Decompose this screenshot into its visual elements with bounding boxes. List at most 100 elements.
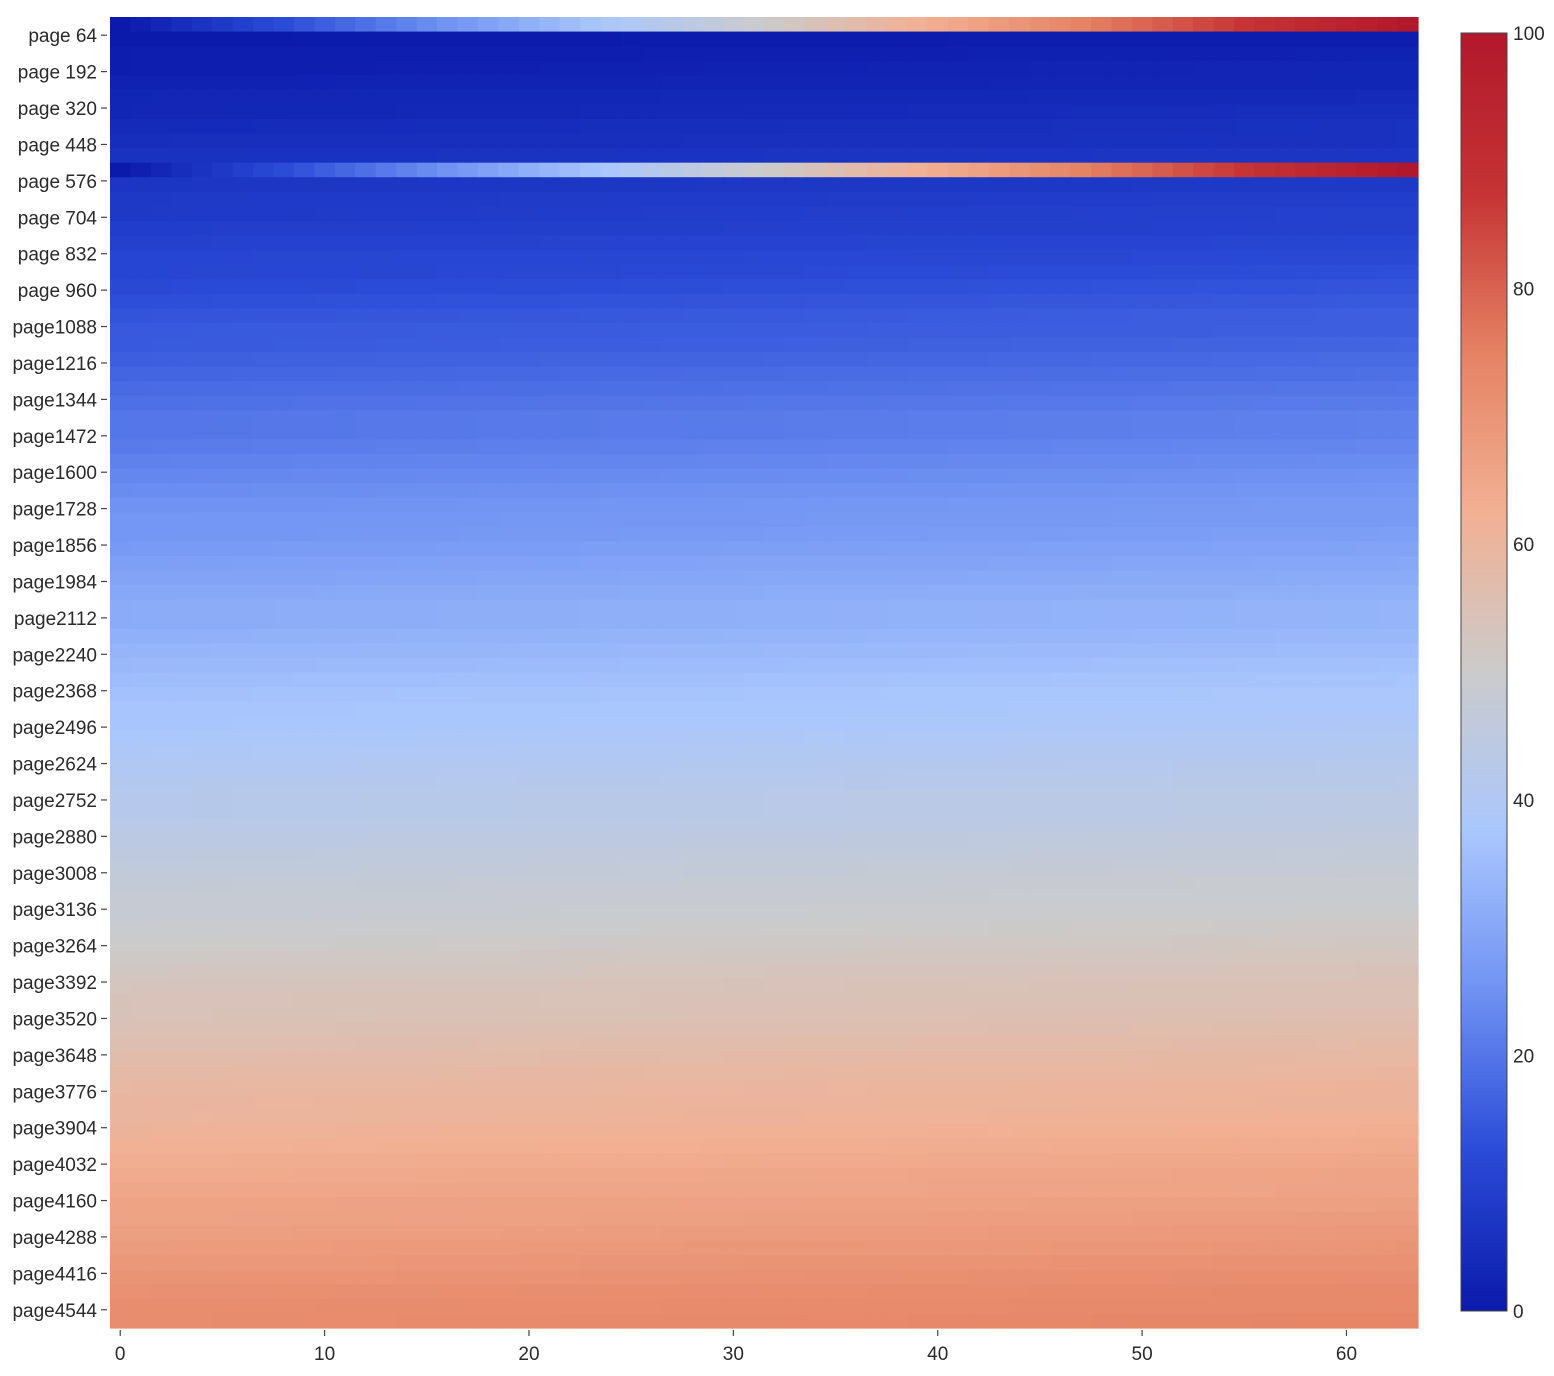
- heatmap-cell: [1295, 1124, 1317, 1140]
- heatmap-cell: [437, 454, 459, 470]
- heatmap-cell: [171, 1138, 193, 1154]
- heatmap-cell: [498, 759, 520, 776]
- heatmap-cell: [191, 687, 213, 703]
- heatmap-cell: [1234, 657, 1256, 674]
- heatmap-cell: [457, 512, 479, 528]
- heatmap-cell: [110, 220, 132, 237]
- heatmap-cell: [314, 992, 336, 1009]
- heatmap-cell: [375, 861, 397, 878]
- heatmap-cell: [866, 570, 888, 586]
- heatmap-cell: [988, 1080, 1010, 1096]
- heatmap-cell: [457, 672, 479, 688]
- heatmap-cell: [293, 861, 315, 878]
- heatmap-cell: [273, 963, 295, 979]
- heatmap-cell: [437, 774, 459, 790]
- heatmap-cell: [110, 395, 132, 411]
- heatmap-cell: [886, 1036, 908, 1052]
- heatmap-cell: [191, 483, 213, 499]
- heatmap-cell: [518, 1080, 540, 1096]
- heatmap-cell: [743, 395, 765, 411]
- heatmap-cell: [580, 1065, 602, 1081]
- heatmap-cell: [457, 992, 479, 1009]
- heatmap-cell: [600, 512, 622, 528]
- heatmap-cell: [1356, 468, 1378, 484]
- heatmap-cell: [314, 46, 336, 62]
- heatmap-cell: [375, 599, 397, 615]
- heatmap-cell: [702, 614, 724, 630]
- heatmap-cell: [1377, 657, 1399, 674]
- heatmap-cell: [273, 716, 295, 732]
- heatmap-cell: [171, 585, 193, 601]
- heatmap-cell: [1336, 963, 1358, 979]
- heatmap-cell: [375, 75, 397, 91]
- heatmap-cell: [212, 1036, 234, 1052]
- heatmap-cell: [253, 162, 275, 178]
- heatmap-cell: [293, 701, 315, 717]
- heatmap-cell: [130, 803, 152, 819]
- heatmap-cell: [457, 934, 479, 950]
- heatmap-cell: [477, 905, 499, 921]
- heatmap-cell: [293, 759, 315, 776]
- heatmap-cell: [110, 963, 132, 979]
- heatmap-cell: [743, 1109, 765, 1125]
- heatmap-cell: [907, 293, 929, 309]
- heatmap-cell: [866, 1022, 888, 1038]
- heatmap-cell: [1029, 978, 1051, 994]
- heatmap-cell: [661, 497, 683, 513]
- heatmap-cell: [191, 526, 213, 542]
- heatmap-cell: [723, 701, 745, 717]
- heatmap-cell: [702, 1109, 724, 1125]
- heatmap-cell: [457, 322, 479, 339]
- heatmap-cell: [702, 395, 724, 411]
- heatmap-cell: [580, 118, 602, 135]
- heatmap-cell: [477, 337, 499, 353]
- heatmap-cell: [1009, 177, 1031, 193]
- heatmap-cell: [1152, 497, 1174, 513]
- heatmap-cell: [907, 687, 929, 703]
- heatmap-cell: [947, 191, 969, 207]
- heatmap-cell: [110, 322, 132, 339]
- heatmap-cell: [661, 366, 683, 382]
- heatmap-cell: [1315, 308, 1337, 324]
- heatmap-cell: [457, 424, 479, 441]
- heatmap-cell: [620, 891, 642, 907]
- heatmap-cell: [191, 1051, 213, 1067]
- heatmap-cell: [1050, 148, 1072, 164]
- heatmap-cell: [314, 191, 336, 207]
- heatmap-cell: [1193, 672, 1215, 688]
- heatmap-cell: [477, 17, 499, 33]
- heatmap-cell: [1254, 657, 1276, 674]
- heatmap-cell: [539, 687, 561, 703]
- heatmap-cell: [212, 439, 234, 455]
- heatmap-cell: [498, 861, 520, 878]
- heatmap-cell: [743, 920, 765, 936]
- heatmap-cell: [866, 803, 888, 819]
- heatmap-cell: [764, 1051, 786, 1067]
- heatmap-cell: [1009, 46, 1031, 62]
- heatmap-cell: [968, 687, 990, 703]
- heatmap-cell: [110, 75, 132, 91]
- heatmap-cell: [661, 439, 683, 455]
- heatmap-cell: [580, 17, 602, 33]
- heatmap-cell: [110, 308, 132, 324]
- heatmap-cell: [1111, 1022, 1133, 1038]
- heatmap-cell: [518, 220, 540, 237]
- heatmap-cell: [150, 220, 172, 237]
- heatmap-cell: [130, 847, 152, 863]
- heatmap-cell: [191, 308, 213, 324]
- heatmap-cell: [1091, 177, 1113, 193]
- heatmap-cell: [1336, 497, 1358, 513]
- heatmap-cell: [457, 118, 479, 135]
- heatmap-cell: [1050, 1022, 1072, 1038]
- heatmap-cell: [416, 293, 438, 309]
- heatmap-cell: [723, 75, 745, 91]
- heatmap-cell: [212, 264, 234, 280]
- heatmap-cell: [743, 585, 765, 601]
- heatmap-cell: [661, 60, 683, 76]
- heatmap-cell: [1111, 424, 1133, 441]
- heatmap-cell: [1029, 206, 1051, 222]
- heatmap-cell: [1050, 920, 1072, 936]
- heatmap-cell: [866, 1109, 888, 1125]
- heatmap-cell: [559, 585, 581, 601]
- heatmap-cell: [1274, 614, 1296, 630]
